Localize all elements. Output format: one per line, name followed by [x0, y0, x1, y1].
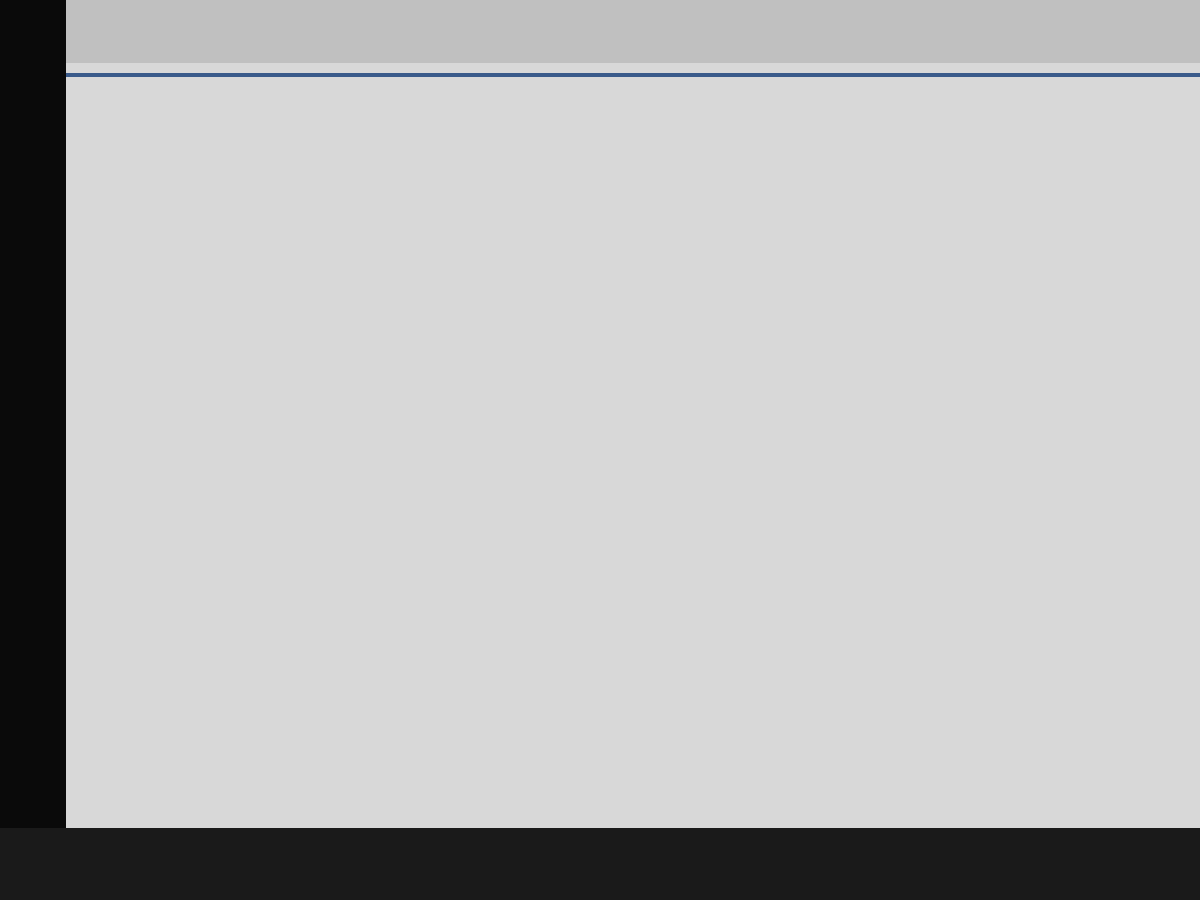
Text: (x + 72)°: (x + 72)°: [522, 422, 589, 437]
Text: ▼: ▼: [731, 542, 738, 552]
FancyBboxPatch shape: [360, 677, 616, 729]
Text: and z =: and z =: [628, 537, 684, 553]
Text: Complete the statement given the information below.: Complete the statement given the informa…: [85, 70, 479, 85]
FancyBboxPatch shape: [360, 521, 616, 573]
Text: same side interior angles: same side interior angles: [372, 748, 547, 762]
Text: Previous: Previous: [508, 818, 570, 833]
Text: The given angles are: The given angles are: [85, 537, 239, 553]
Text: ▼: ▼: [593, 542, 600, 552]
Text: a: a: [150, 110, 158, 125]
Text: b: b: [194, 110, 204, 125]
FancyBboxPatch shape: [360, 625, 616, 677]
FancyBboxPatch shape: [360, 573, 616, 625]
Text: ∥: ∥: [170, 110, 178, 125]
Text: 04.PMA.Geometry.Q3.20: 04.PMA.Geometry.Q3.20: [1006, 38, 1186, 53]
Text: .: .: [768, 536, 773, 554]
Text: Given:: Given:: [85, 110, 137, 125]
Text: 65°: 65°: [498, 322, 523, 337]
Text: alternate interior angles: alternate interior angles: [372, 696, 540, 710]
Text: corresponding angles: corresponding angles: [372, 644, 521, 658]
FancyBboxPatch shape: [360, 729, 616, 781]
Text: ←: ←: [452, 820, 463, 832]
FancyBboxPatch shape: [707, 521, 762, 573]
Text: a: a: [295, 310, 305, 325]
Text: b: b: [314, 420, 325, 436]
